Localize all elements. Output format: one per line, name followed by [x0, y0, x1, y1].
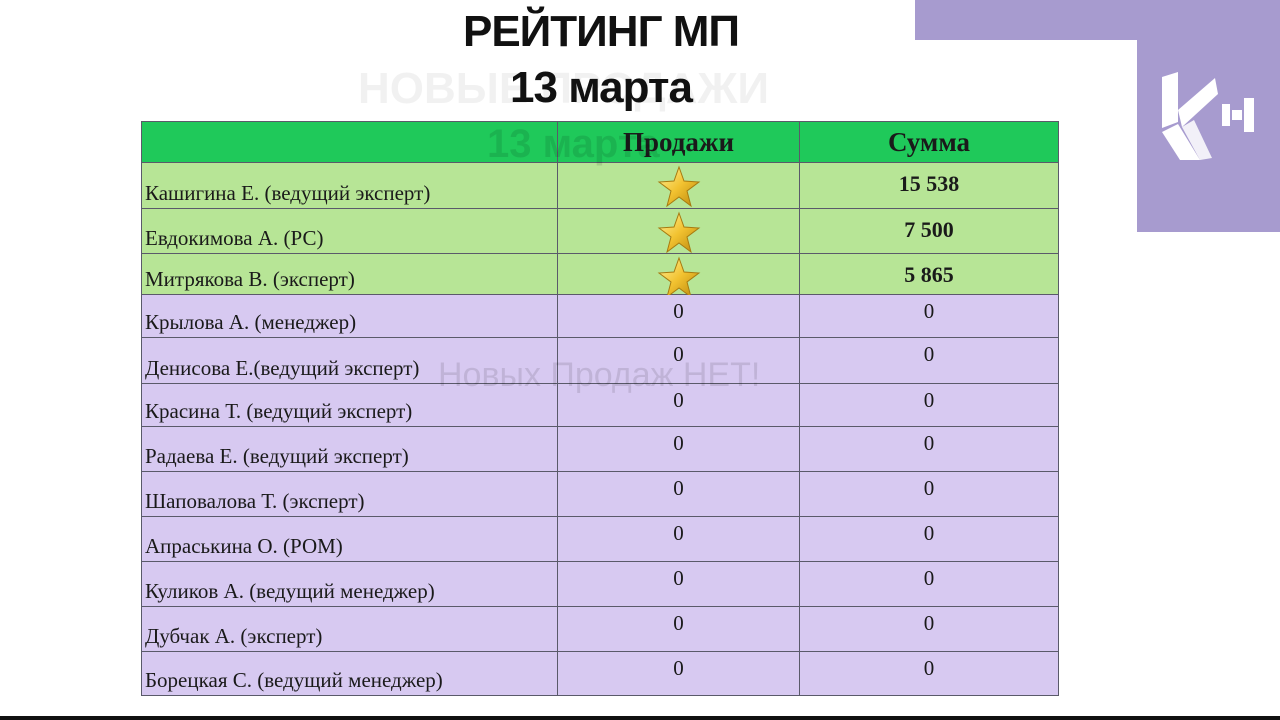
sum-value: 0	[923, 521, 935, 545]
sales-value: 0	[673, 388, 684, 412]
sum-cell: 0	[799, 383, 1059, 427]
employee-name: Кашигина Е. (ведущий эксперт)	[145, 181, 431, 205]
sum-cell: 15 538	[799, 162, 1059, 209]
sales-cell: 0	[557, 651, 800, 696]
star-icon	[657, 165, 701, 209]
sales-value: 0	[673, 656, 684, 680]
name-cell: Красина Т. (ведущий эксперт)	[141, 383, 558, 427]
sales-value: 0	[673, 431, 684, 455]
sum-value: 0	[923, 566, 935, 590]
star-icon	[657, 256, 701, 300]
sales-cell: 0	[557, 383, 800, 427]
sum-cell: 0	[799, 651, 1059, 696]
table-row: Кашигина Е. (ведущий эксперт) 15 538	[141, 162, 1059, 209]
name-cell: Апраськина О. (РОМ)	[141, 516, 558, 562]
table-row: Борецкая С. (ведущий менеджер) 0 0	[141, 651, 1059, 696]
sum-cell: 5 865	[799, 253, 1059, 295]
sum-value: 0	[923, 342, 935, 366]
employee-name: Митрякова В. (эксперт)	[145, 267, 355, 291]
table-row: Евдокимова А. (РС) 7 500	[141, 208, 1059, 255]
table-row: Шаповалова Т. (эксперт) 0 0	[141, 471, 1059, 517]
sum-value: 0	[923, 476, 935, 500]
sum-cell: 0	[799, 337, 1059, 384]
sales-cell: 0	[557, 426, 800, 472]
employee-name: Денисова Е.(ведущий эксперт)	[145, 356, 420, 380]
sum-cell: 0	[799, 426, 1059, 472]
table-row: Радаева Е. (ведущий эксперт) 0 0	[141, 426, 1059, 472]
ghost-heading: НОВЫЕ ПРОДАЖИ	[358, 64, 769, 113]
table-row: Красина Т. (ведущий эксперт) 0 0	[141, 383, 1059, 427]
star-icon	[657, 211, 701, 255]
sum-value: 0	[923, 299, 935, 323]
sales-value: 0	[673, 476, 684, 500]
page-date: 13 марта	[510, 63, 693, 112]
sales-cell	[557, 208, 800, 255]
sum-cell: 0	[799, 606, 1059, 652]
sales-cell: 0	[557, 337, 800, 384]
page-title: РЕЙТИНГ МП	[462, 7, 740, 56]
rating-table: Продажи Сумма Кашигина Е. (ведущий экспе…	[141, 121, 1059, 696]
sum-cell: 0	[799, 561, 1059, 607]
sales-cell: 0	[557, 606, 800, 652]
sum-value: 0	[923, 431, 935, 455]
sales-cell: 0	[557, 561, 800, 607]
sales-cell	[557, 253, 800, 299]
employee-name: Евдокимова А. (РС)	[145, 226, 324, 250]
column-header-sales: Продажи	[557, 121, 800, 163]
employee-name: Радаева Е. (ведущий эксперт)	[145, 444, 409, 468]
k-plus-logo-icon	[1162, 72, 1254, 160]
name-cell: Денисова Е.(ведущий эксперт)	[141, 337, 558, 384]
column-header-sum: Сумма	[799, 121, 1059, 163]
name-cell: Борецкая С. (ведущий менеджер)	[141, 651, 558, 696]
sum-value: 7 500	[904, 217, 954, 242]
name-cell: Кашигина Е. (ведущий эксперт)	[141, 162, 558, 209]
name-cell: Куликов А. (ведущий менеджер)	[141, 561, 558, 607]
table-row: Апраськина О. (РОМ) 0 0	[141, 516, 1059, 562]
sales-value: 0	[673, 521, 684, 545]
employee-name: Апраськина О. (РОМ)	[145, 534, 343, 558]
employee-name: Шаповалова Т. (эксперт)	[145, 489, 365, 513]
bottom-divider	[0, 716, 1280, 720]
table-row: Денисова Е.(ведущий эксперт) 0 0	[141, 337, 1059, 384]
table-row: Дубчак А. (эксперт) 0 0	[141, 606, 1059, 652]
sum-cell: 0	[799, 294, 1059, 338]
sales-cell: 0	[557, 294, 800, 338]
employee-name: Борецкая С. (ведущий менеджер)	[145, 668, 443, 692]
name-cell: Шаповалова Т. (эксперт)	[141, 471, 558, 517]
sales-cell	[557, 162, 800, 209]
sales-value: 0	[673, 611, 684, 635]
sales-cell: 0	[557, 516, 800, 562]
sales-value: 0	[673, 342, 684, 366]
column-header-name	[141, 121, 558, 163]
table-header: Продажи Сумма	[141, 121, 1059, 163]
sum-value: 0	[923, 611, 935, 635]
sum-value: 15 538	[898, 171, 960, 196]
sales-value: 0	[673, 299, 684, 323]
employee-name: Куликов А. (ведущий менеджер)	[145, 579, 435, 603]
sum-cell: 7 500	[799, 208, 1059, 254]
sum-cell: 0	[799, 471, 1059, 517]
name-cell: Радаева Е. (ведущий эксперт)	[141, 426, 558, 472]
name-cell: Дубчак А. (эксперт)	[141, 606, 558, 652]
sales-value: 0	[673, 566, 684, 590]
brand-bar	[915, 0, 1280, 40]
brand-panel	[1137, 40, 1280, 232]
name-cell: Евдокимова А. (РС)	[141, 208, 558, 254]
sales-cell: 0	[557, 471, 800, 517]
employee-name: Красина Т. (ведущий эксперт)	[145, 399, 413, 423]
sum-value: 5 865	[904, 262, 954, 287]
sum-value: 0	[923, 656, 935, 680]
name-cell: Митрякова В. (эксперт)	[141, 253, 558, 295]
table-row: Крылова А. (менеджер) 0 0	[141, 294, 1059, 338]
name-cell: Крылова А. (менеджер)	[141, 294, 558, 338]
sum-cell: 0	[799, 516, 1059, 562]
employee-name: Крылова А. (менеджер)	[145, 310, 357, 334]
employee-name: Дубчак А. (эксперт)	[145, 624, 323, 648]
table-row: Куликов А. (ведущий менеджер) 0 0	[141, 561, 1059, 607]
sum-value: 0	[923, 388, 935, 412]
table-row: Митрякова В. (эксперт) 5 865	[141, 253, 1059, 299]
